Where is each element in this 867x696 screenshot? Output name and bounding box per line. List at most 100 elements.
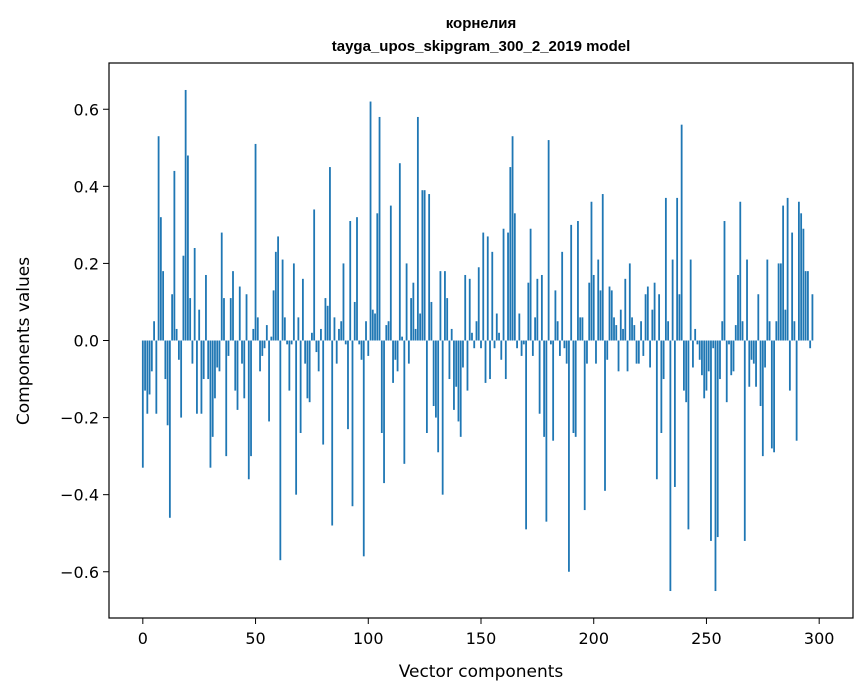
bar-135 xyxy=(446,298,449,341)
chart-subtitle: tayga_upos_skipgram_300_2_2019 model xyxy=(332,38,631,55)
bar-289 xyxy=(793,321,796,341)
bar-285 xyxy=(784,309,787,341)
bar-110 xyxy=(389,205,392,341)
bar-294 xyxy=(804,271,807,341)
bar-210 xyxy=(615,325,618,341)
bar-8 xyxy=(159,217,162,341)
bar-5 xyxy=(153,321,155,341)
bar-57 xyxy=(270,336,273,341)
bar-266 xyxy=(741,321,744,341)
bar-272 xyxy=(755,340,757,387)
bar-44 xyxy=(241,340,243,364)
bar-249 xyxy=(703,340,706,399)
bar-297 xyxy=(811,294,814,341)
y-tick-label: 0.6 xyxy=(74,100,99,119)
bar-264 xyxy=(737,274,739,341)
bar-185 xyxy=(559,340,561,356)
bar-228 xyxy=(655,340,658,480)
bar-195 xyxy=(581,317,584,341)
bar-23 xyxy=(193,248,196,341)
bar-99 xyxy=(365,321,367,341)
bar-122 xyxy=(416,116,419,341)
bar-198 xyxy=(588,282,591,341)
bar-18 xyxy=(182,255,185,341)
y-axis-ticks: −0.6 −0.4 −0.2 0.0 0.2 0.4 0.6 xyxy=(60,100,109,582)
bar-286 xyxy=(786,197,789,341)
bar-170 xyxy=(525,340,527,530)
bar-97 xyxy=(360,340,363,360)
bar-62 xyxy=(281,259,284,341)
bar-133 xyxy=(441,340,444,495)
bar-45 xyxy=(243,340,246,399)
bar-67 xyxy=(292,263,295,341)
bar-50 xyxy=(254,143,257,341)
bar-187 xyxy=(563,340,566,349)
bar-168 xyxy=(520,340,523,356)
bar-240 xyxy=(683,340,685,391)
bar-251 xyxy=(707,340,710,372)
bar-153 xyxy=(486,236,489,341)
bar-160 xyxy=(502,228,505,341)
bar-108 xyxy=(385,325,388,341)
bar-10 xyxy=(164,340,167,380)
bar-17 xyxy=(180,340,183,418)
y-tick-label: 0.4 xyxy=(74,177,99,196)
bar-178 xyxy=(543,340,546,437)
bar-144 xyxy=(466,340,469,391)
bar-89 xyxy=(342,263,345,341)
bar-14 xyxy=(173,170,176,341)
bar-172 xyxy=(529,228,532,341)
plot-frame xyxy=(108,62,854,619)
bar-258 xyxy=(723,221,726,341)
bar-138 xyxy=(453,340,455,410)
bar-134 xyxy=(444,271,446,341)
y-tick-label: −0.2 xyxy=(60,409,99,428)
bar-148 xyxy=(475,321,478,341)
bar-281 xyxy=(775,321,778,341)
bar-98 xyxy=(362,340,365,557)
bar-159 xyxy=(500,340,503,360)
bar-31 xyxy=(211,340,214,437)
bar-136 xyxy=(448,340,451,380)
bar-95 xyxy=(356,217,358,341)
x-axis-label: Vector components xyxy=(399,662,564,682)
bar-1 xyxy=(144,340,146,391)
bar-214 xyxy=(624,278,627,341)
bar-231 xyxy=(662,340,665,380)
bar-218 xyxy=(633,325,636,341)
bar-78 xyxy=(317,340,320,372)
bar-201 xyxy=(595,340,597,364)
bar-190 xyxy=(570,224,573,341)
bar-63 xyxy=(283,317,286,341)
bar-73 xyxy=(306,340,309,399)
bar-79 xyxy=(320,328,322,341)
x-axis-ticks: 0 50 100 150 200 250 300 xyxy=(138,618,834,648)
bar-0 xyxy=(141,340,144,468)
bar-150 xyxy=(480,340,482,349)
bar-35 xyxy=(220,232,223,341)
bar-204 xyxy=(601,194,604,341)
bar-53 xyxy=(261,340,264,356)
bar-291 xyxy=(797,201,800,341)
bar-171 xyxy=(527,282,530,341)
bar-92 xyxy=(349,221,352,341)
bar-254 xyxy=(714,340,717,592)
bar-20 xyxy=(187,155,189,341)
bar-245 xyxy=(694,328,697,341)
y-tick-label: −0.6 xyxy=(60,563,99,582)
bar-247 xyxy=(698,340,701,360)
bar-270 xyxy=(750,340,753,360)
bar-225 xyxy=(649,340,651,368)
bar-237 xyxy=(676,197,679,341)
bar-242 xyxy=(687,340,690,530)
bar-140 xyxy=(457,340,460,422)
bar-9 xyxy=(162,271,165,341)
bar-216 xyxy=(628,263,631,341)
bar-43 xyxy=(238,286,241,341)
bar-40 xyxy=(232,271,234,341)
bar-212 xyxy=(619,309,622,341)
bar-157 xyxy=(495,313,498,341)
bar-145 xyxy=(468,278,471,341)
bar-103 xyxy=(374,313,376,341)
bar-19 xyxy=(184,89,187,341)
